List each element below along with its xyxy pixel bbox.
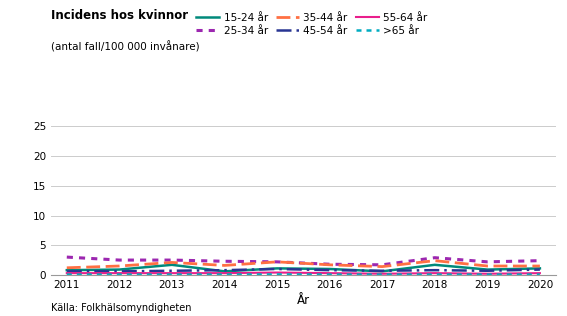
Text: Källa: Folkhälsomyndigheten: Källa: Folkhälsomyndigheten [51,303,192,313]
Text: Incidens hos kvinnor: Incidens hos kvinnor [51,9,188,22]
X-axis label: År: År [297,294,310,307]
Text: (antal fall/100 000 invånare): (antal fall/100 000 invånare) [51,41,200,52]
Legend: 15-24 år, 25-34 år, 35-44 år, 45-54 år, 55-64 år, >65 år: 15-24 år, 25-34 år, 35-44 år, 45-54 år, … [192,8,431,40]
